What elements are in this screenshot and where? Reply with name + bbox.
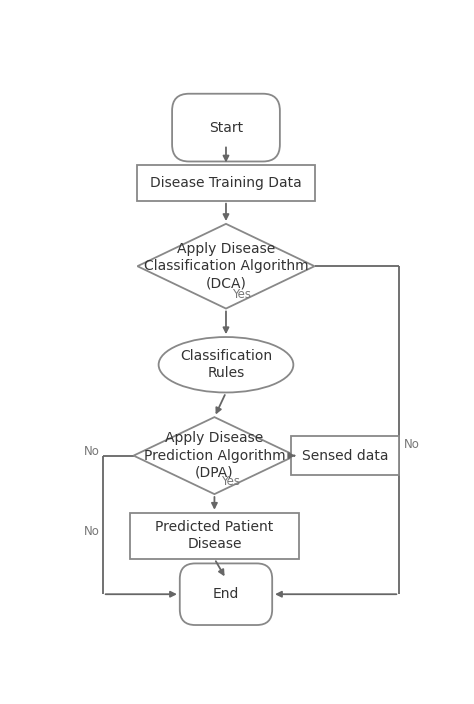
Bar (292, 436, 399, 475)
Text: Apply Disease
Prediction Algorithm
(DPA): Apply Disease Prediction Algorithm (DPA) (144, 432, 285, 480)
Polygon shape (134, 417, 295, 494)
Text: Apply Disease
Classification Algorithm
(DCA): Apply Disease Classification Algorithm (… (144, 242, 308, 291)
Text: Classification
Rules: Classification Rules (180, 349, 272, 380)
Text: Yes: Yes (232, 288, 251, 301)
Text: Disease Training Data: Disease Training Data (150, 176, 302, 190)
Text: No: No (84, 525, 100, 539)
Text: No: No (404, 438, 420, 451)
Bar (137, 165, 315, 201)
Polygon shape (137, 224, 315, 308)
FancyBboxPatch shape (180, 563, 272, 625)
Text: Yes: Yes (220, 475, 239, 489)
Text: Predicted Patient
Disease: Predicted Patient Disease (155, 520, 273, 551)
Text: Sensed data: Sensed data (302, 448, 389, 463)
Text: End: End (213, 587, 239, 601)
Ellipse shape (159, 337, 293, 393)
FancyBboxPatch shape (172, 94, 280, 161)
Text: No: No (84, 445, 100, 458)
Bar (130, 513, 299, 559)
Text: Start: Start (209, 120, 243, 134)
